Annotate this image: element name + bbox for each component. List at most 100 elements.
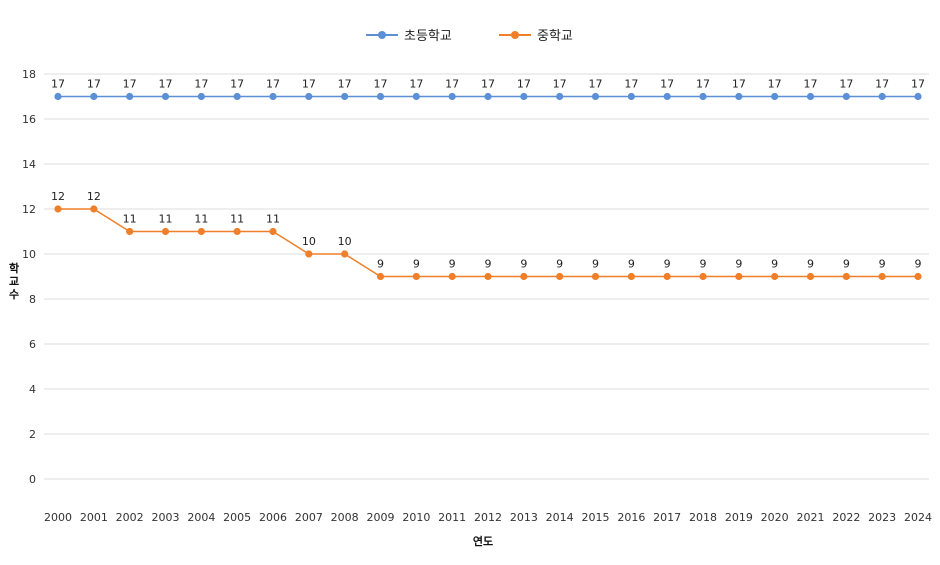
data-label: 9 [771,258,778,271]
data-point [341,92,349,101]
data-label: 17 [159,78,173,91]
data-label: 11 [230,213,244,226]
x-tick-label: 2000 [44,511,72,524]
data-label: 11 [194,213,208,226]
data-label: 17 [194,78,208,91]
y-tick-label: 16 [22,113,36,126]
data-point [556,92,564,101]
data-point [627,92,635,101]
data-label: 9 [449,258,456,271]
data-point [376,92,385,101]
x-tick-label: 2020 [761,511,789,524]
data-label: 17 [230,78,244,91]
data-point [448,92,456,101]
data-point [878,92,886,101]
data-point [54,205,62,213]
x-tick-label: 2019 [725,511,753,524]
data-label: 9 [664,258,671,271]
data-label: 17 [911,78,925,91]
data-point [305,250,313,258]
data-point [305,92,313,101]
data-point [54,92,62,101]
y-axis-ticks: 0 2 4 6 8 10 12 14 16 18 [22,68,36,486]
data-label: 17 [51,78,65,91]
data-point [520,272,528,281]
data-label: 17 [481,78,495,91]
data-point [699,92,707,101]
x-tick-label: 2005 [223,511,251,524]
data-point [806,272,815,281]
data-label: 17 [266,78,280,91]
data-point [269,227,277,236]
x-tick-label: 2022 [832,511,860,524]
data-label: 17 [839,78,853,91]
data-point [90,92,98,101]
data-label: 9 [735,258,742,271]
legend-marker [378,31,386,39]
data-point [842,92,850,101]
data-point [197,92,205,101]
x-tick-label: 2015 [582,511,610,524]
data-label: 17 [732,78,746,91]
y-axis-title-char: 학 [9,261,19,275]
data-label: 17 [87,78,101,91]
data-point [412,92,420,101]
data-label: 9 [485,258,492,271]
legend: 초등학교 중학교 [366,29,573,44]
data-point [663,272,671,281]
data-label: 17 [338,78,352,91]
data-point [341,250,349,258]
data-label: 17 [123,78,137,91]
y-tick-label: 18 [22,68,36,81]
data-label: 11 [123,213,137,226]
data-point [126,92,134,101]
data-point [806,92,815,101]
x-tick-label: 2012 [474,511,502,524]
data-label: 17 [302,78,316,91]
x-axis-ticks: 2000 2001 2002 2003 2004 2005 2006 2007 2008 2009… [44,511,932,524]
data-point [735,92,743,101]
data-point [771,272,779,281]
x-tick-label: 2009 [367,511,395,524]
data-point [376,272,385,281]
x-axis-title: 연도 [473,534,493,548]
data-point [663,92,671,101]
x-tick-label: 2014 [546,511,574,524]
data-label: 11 [159,213,173,226]
data-point [591,272,600,281]
y-tick-label: 14 [22,158,36,171]
data-label: 12 [87,190,101,203]
x-tick-label: 2003 [152,511,180,524]
x-tick-label: 2023 [868,511,896,524]
data-label: 17 [553,78,567,91]
data-label: 9 [843,258,850,271]
data-point [878,272,886,281]
data-point [233,227,241,236]
legend-item: 중학교 [499,29,573,44]
data-point [126,227,134,236]
x-tick-label: 2017 [653,511,681,524]
data-label: 17 [768,78,782,91]
data-label: 17 [875,78,889,91]
data-point [735,272,743,281]
data-point [771,92,779,101]
y-axis-title: 학교수 [9,261,19,301]
data-label: 11 [266,213,280,226]
legend-item: 초등학교 [366,29,452,44]
data-point [161,227,170,236]
x-tick-label: 2018 [689,511,717,524]
x-tick-label: 2010 [402,511,430,524]
data-label: 17 [660,78,674,91]
data-point [591,92,600,101]
y-tick-label: 2 [29,428,36,441]
data-label: 9 [413,258,420,271]
y-tick-label: 0 [29,473,36,486]
data-label: 9 [700,258,707,271]
data-label: 17 [696,78,710,91]
y-axis-title-char: 교 [9,275,19,288]
x-tick-label: 2021 [797,511,825,524]
data-label: 9 [628,258,635,271]
series-2: 12 12 11 11 11 11 11 10 10 9 9 9 9 9 9 9 9 9 9 9 9 9 9 9 9 [51,190,922,281]
data-point [699,272,707,281]
